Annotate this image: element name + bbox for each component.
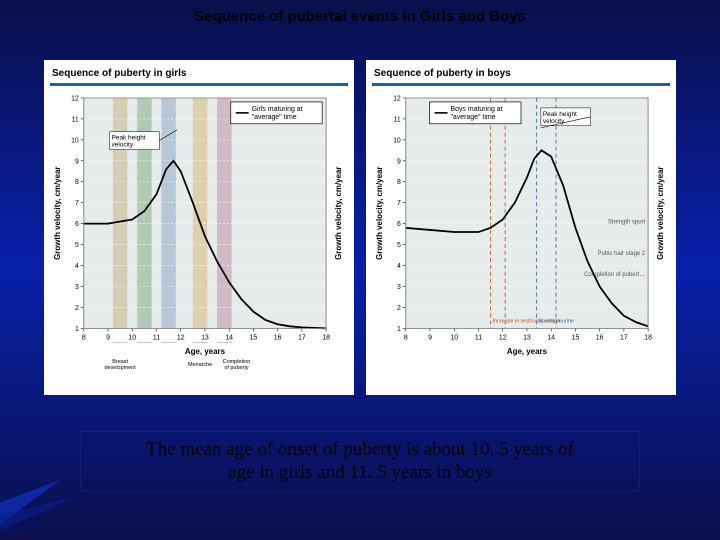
- girls-chart-rule: [50, 83, 348, 86]
- svg-text:7: 7: [75, 200, 79, 207]
- svg-text:velocity: velocity: [543, 118, 565, 125]
- slide-title: Sequence of pubertal events in Girls and…: [0, 8, 720, 25]
- boys-chart-rule: [372, 83, 670, 86]
- boys-plot-area: 12345678910111289101112131415161718Age, …: [372, 92, 670, 372]
- svg-text:12: 12: [393, 95, 401, 102]
- svg-text:velocity: velocity: [112, 142, 134, 149]
- svg-text:9: 9: [106, 334, 110, 341]
- svg-text:4: 4: [75, 263, 79, 270]
- svg-text:11: 11: [394, 116, 401, 123]
- girls-plot-area: 12345678910111289101112131415161718Age, …: [50, 92, 348, 372]
- boys-chart-panel: Sequence of puberty in boys 123456789101…: [366, 60, 676, 395]
- svg-text:7: 7: [397, 200, 401, 207]
- svg-text:Age, years: Age, years: [185, 347, 226, 356]
- svg-text:3: 3: [397, 284, 401, 291]
- svg-text:3: 3: [75, 284, 79, 291]
- svg-text:5: 5: [75, 242, 79, 249]
- svg-text:11: 11: [475, 334, 482, 341]
- boys-chart-svg: 12345678910111289101112131415161718Age, …: [372, 92, 670, 370]
- svg-text:16: 16: [274, 334, 282, 341]
- svg-text:9: 9: [428, 334, 432, 341]
- svg-text:Sperm in urine: Sperm in urine: [539, 318, 574, 324]
- svg-text:1: 1: [397, 326, 401, 333]
- girls-chart-svg: 12345678910111289101112131415161718Age, …: [50, 92, 348, 370]
- footer-line-1: The mean age of onset of puberty is abou…: [146, 439, 574, 460]
- svg-text:Boys maturing at: Boys maturing at: [450, 106, 502, 113]
- svg-text:14: 14: [547, 334, 555, 341]
- svg-text:8: 8: [397, 179, 401, 186]
- svg-text:"average" time: "average" time: [252, 114, 297, 121]
- girls-chart-title: Sequence of puberty in girls: [50, 68, 348, 79]
- svg-text:1: 1: [75, 326, 79, 333]
- svg-text:17: 17: [298, 334, 306, 341]
- svg-text:14: 14: [225, 334, 233, 341]
- svg-text:9: 9: [75, 158, 79, 165]
- svg-text:12: 12: [177, 334, 185, 341]
- svg-text:15: 15: [572, 334, 580, 341]
- svg-text:12: 12: [71, 95, 79, 102]
- svg-text:Strength spurt: Strength spurt: [608, 220, 646, 226]
- svg-text:Peak height: Peak height: [543, 111, 577, 118]
- svg-text:12: 12: [499, 334, 507, 341]
- svg-text:Peak height: Peak height: [112, 135, 146, 142]
- svg-text:13: 13: [201, 334, 209, 341]
- svg-text:development: development: [105, 365, 137, 370]
- svg-text:15: 15: [250, 334, 258, 341]
- svg-text:10: 10: [128, 334, 136, 341]
- svg-text:10: 10: [450, 334, 458, 341]
- svg-text:Girls maturing at: Girls maturing at: [252, 106, 303, 113]
- svg-text:18: 18: [322, 334, 330, 341]
- footer-text-box: The mean age of onset of puberty is abou…: [80, 431, 640, 493]
- svg-text:9: 9: [397, 158, 401, 165]
- svg-text:Menarche: Menarche: [188, 362, 212, 368]
- svg-text:Growth velocity, cm/year: Growth velocity, cm/year: [656, 166, 665, 259]
- svg-text:8: 8: [82, 334, 86, 341]
- svg-text:8: 8: [404, 334, 408, 341]
- svg-text:10: 10: [393, 137, 401, 144]
- svg-text:Pubic hair stage 2: Pubic hair stage 2: [598, 251, 646, 257]
- svg-text:2: 2: [75, 305, 79, 312]
- svg-text:6: 6: [397, 221, 401, 228]
- boys-chart-title: Sequence of puberty in boys: [372, 68, 670, 79]
- svg-text:Growth velocity, cm/year: Growth velocity, cm/year: [334, 166, 343, 259]
- girls-chart-panel: Sequence of puberty in girls 12345678910…: [44, 60, 354, 395]
- footer-line-2: age in girls and 11. 5 years in boys: [228, 462, 492, 483]
- svg-text:Age, years: Age, years: [507, 347, 548, 356]
- charts-row: Sequence of puberty in girls 12345678910…: [40, 60, 680, 395]
- svg-text:Growth velocity, cm/year: Growth velocity, cm/year: [375, 166, 384, 259]
- svg-text:"average" time: "average" time: [450, 114, 495, 121]
- svg-text:Growth velocity, cm/year: Growth velocity, cm/year: [53, 166, 62, 259]
- corner-decoration: [0, 460, 100, 540]
- svg-text:11: 11: [153, 334, 160, 341]
- svg-text:16: 16: [596, 334, 604, 341]
- svg-text:18: 18: [644, 334, 652, 341]
- svg-text:17: 17: [620, 334, 628, 341]
- svg-text:6: 6: [75, 221, 79, 228]
- svg-text:of puberty: of puberty: [224, 365, 249, 370]
- svg-text:Completion of pubert…: Completion of pubert…: [584, 272, 645, 278]
- svg-text:5: 5: [397, 242, 401, 249]
- svg-text:11: 11: [72, 116, 79, 123]
- svg-text:13: 13: [523, 334, 531, 341]
- svg-text:10: 10: [71, 137, 79, 144]
- svg-text:2: 2: [397, 305, 401, 312]
- svg-text:8: 8: [75, 179, 79, 186]
- svg-text:4: 4: [397, 263, 401, 270]
